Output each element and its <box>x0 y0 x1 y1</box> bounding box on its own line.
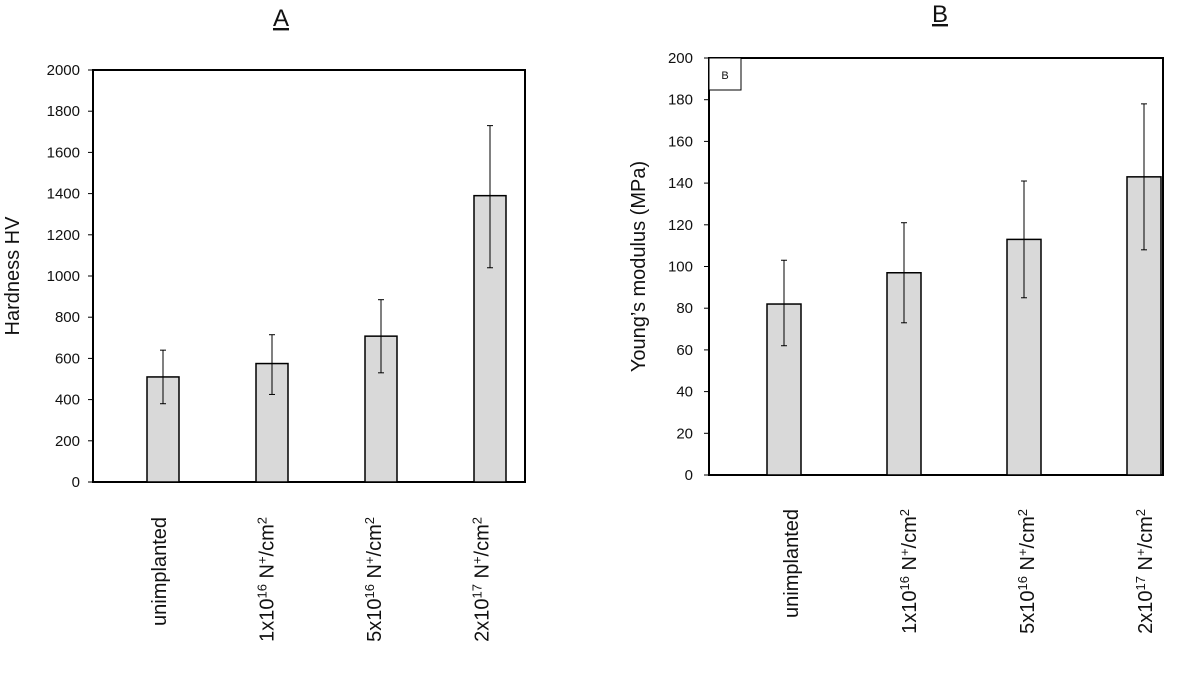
category-label-part: /cm <box>257 524 279 556</box>
category-label: unimplanted <box>149 517 171 626</box>
category-label-superscript: 2 <box>254 517 269 524</box>
category-label-part: /cm <box>472 524 494 556</box>
category-label-part: 1x10 <box>257 599 279 642</box>
category-label-part: N <box>472 564 494 584</box>
category-label-part: /cm <box>364 524 386 556</box>
category-label-superscript: + <box>897 548 912 556</box>
inset-label: B <box>721 70 728 82</box>
category-label-superscript: 2 <box>1015 509 1030 516</box>
category-label-part: /cm <box>1135 516 1157 548</box>
panel-a-hardness-chart: A 0 200 400 600 800 1000 1200 1400 1600 1800 2000 Ha… <box>2 5 526 642</box>
y-tick-label: 1000 <box>47 268 80 285</box>
category-label-part: 5x10 <box>1017 591 1039 634</box>
y-tick-label: 600 <box>55 350 80 367</box>
category-label-superscript: 16 <box>362 584 377 598</box>
category-label: 1x1016 N+/cm2 <box>254 517 279 642</box>
y-axis-label: Hardness HV <box>2 216 24 336</box>
category-label: 2x1017 N+/cm2 <box>1133 509 1158 634</box>
y-tick-label: 160 <box>668 133 693 150</box>
category-label-part: 2x10 <box>472 599 494 642</box>
panel-b-youngs-modulus-chart: B B 0 20 40 60 80 100 120 140 160 180 200 Young’s mod… <box>628 1 1164 634</box>
y-tick-label: 400 <box>55 392 80 409</box>
category-label-part: /cm <box>1017 516 1039 548</box>
category-label-superscript: + <box>254 556 269 564</box>
y-tick-label: 60 <box>676 342 693 359</box>
category-label-superscript: 16 <box>254 584 269 598</box>
y-tick-label: 1600 <box>47 144 80 161</box>
y-tick-label: 1800 <box>47 103 80 120</box>
category-label-superscript: + <box>469 556 484 564</box>
y-tick-label: 140 <box>668 175 693 192</box>
chart-title: A <box>273 5 289 32</box>
y-tick-label: 40 <box>676 384 693 401</box>
chart-title: B <box>932 1 948 28</box>
category-label-part: N <box>1017 556 1039 576</box>
inset-label-box <box>708 57 742 91</box>
y-tick-label: 180 <box>668 92 693 109</box>
category-label-superscript: 17 <box>469 584 484 598</box>
y-tick-label: 1200 <box>47 227 80 244</box>
category-label-part: unimplanted <box>149 517 171 626</box>
category-label-part: /cm <box>899 516 921 548</box>
category-label-part: N <box>1135 556 1157 576</box>
y-tick-label: 800 <box>55 309 80 326</box>
category-label-superscript: 2 <box>1133 509 1148 516</box>
y-tick-label: 1400 <box>47 186 80 203</box>
category-label: 5x1016 N+/cm2 <box>1015 509 1040 634</box>
category-label-superscript: + <box>362 556 377 564</box>
category-label-part: 1x10 <box>899 591 921 634</box>
category-label-superscript: 2 <box>469 517 484 524</box>
y-tick-label: 0 <box>72 474 80 491</box>
category-label-part: N <box>899 556 921 576</box>
category-label-superscript: 2 <box>897 509 912 516</box>
y-axis-label: Young’s modulus (MPa) <box>628 161 650 372</box>
category-label: 5x1016 N+/cm2 <box>362 517 387 642</box>
category-label-superscript: + <box>1133 548 1148 556</box>
category-label-part: N <box>257 564 279 584</box>
y-tick-label: 2000 <box>47 62 80 79</box>
category-label-superscript: 16 <box>1015 576 1030 590</box>
y-tick-label: 0 <box>685 467 693 484</box>
category-label-part: 2x10 <box>1135 591 1157 634</box>
y-tick-label: 200 <box>55 433 80 450</box>
category-label-part: N <box>364 564 386 584</box>
y-tick-label: 100 <box>668 259 693 276</box>
category-label-part: 5x10 <box>364 599 386 642</box>
y-tick-label: 20 <box>676 425 693 442</box>
category-label-superscript: + <box>1015 548 1030 556</box>
category-label-superscript: 2 <box>362 517 377 524</box>
y-tick-label: 120 <box>668 217 693 234</box>
category-label-superscript: 16 <box>897 576 912 590</box>
category-label: 1x1016 N+/cm2 <box>897 509 922 634</box>
category-label-part: unimplanted <box>781 509 803 618</box>
y-tick-label: 80 <box>676 300 693 317</box>
category-label: unimplanted <box>781 509 803 618</box>
y-tick-label: 200 <box>668 50 693 67</box>
category-label: 2x1017 N+/cm2 <box>469 517 494 642</box>
category-label-superscript: 17 <box>1133 576 1148 590</box>
